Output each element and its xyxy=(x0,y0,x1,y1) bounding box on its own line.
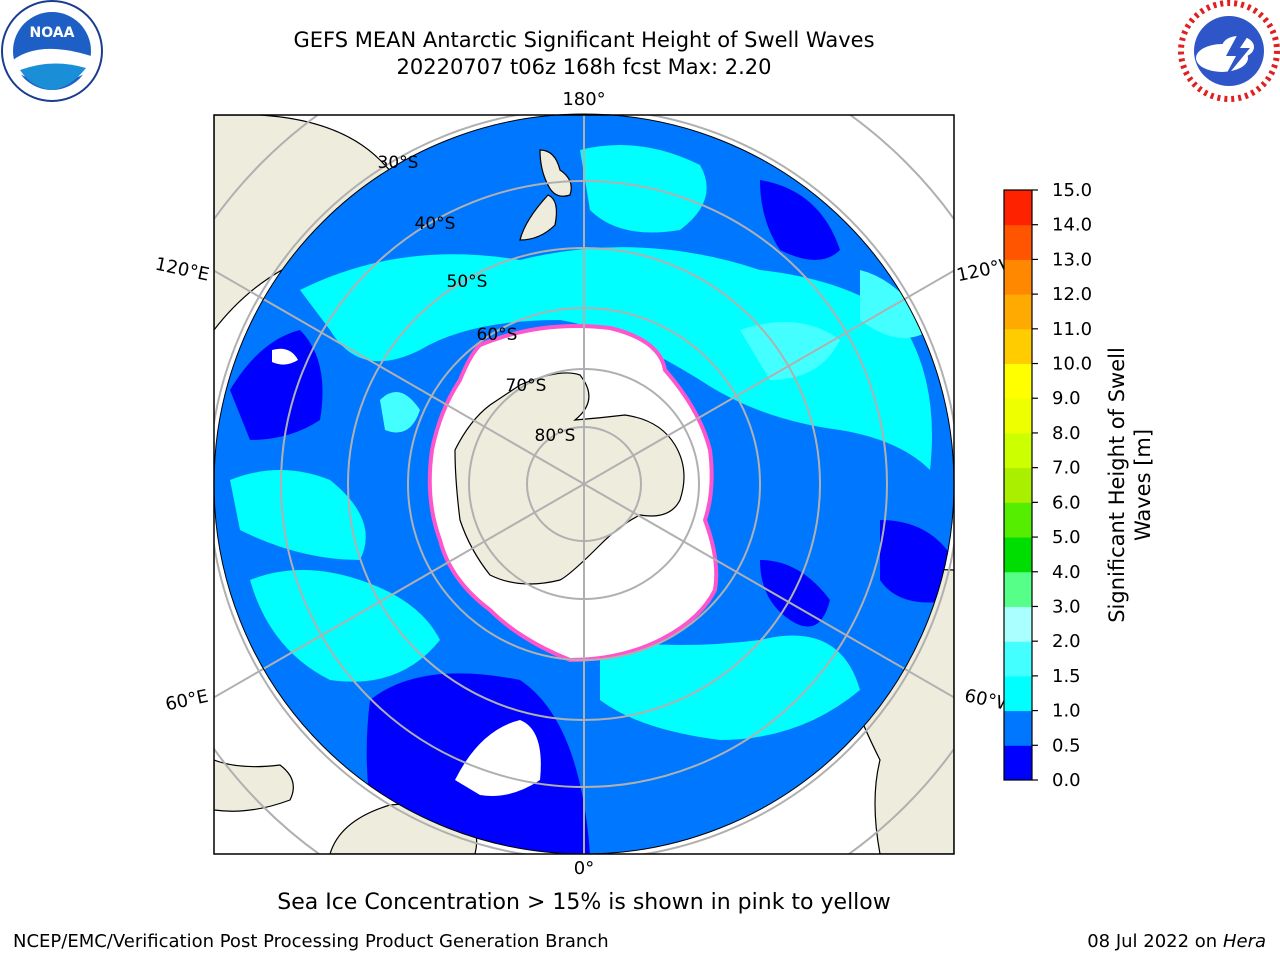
noaa-logo: NOAA xyxy=(1,0,103,102)
colorbar-tick-label: 9.0 xyxy=(1052,388,1081,409)
new-zealand-south xyxy=(519,194,558,241)
colorbar-segment xyxy=(1004,363,1032,399)
colorbar-segment xyxy=(1004,259,1032,295)
noaa-logo-text: NOAA xyxy=(30,25,75,41)
figure-title: GEFS MEAN Antarctic Significant Height o… xyxy=(293,28,875,52)
colorbar-segment xyxy=(1004,606,1032,642)
colorbar: 0.0 0.5 1.0 1.5 2.0 3.0 4.0 5.0 6.0 7.0 8.0 9.0 10.0… xyxy=(1003,180,1092,791)
colorbar-segment xyxy=(1004,398,1032,434)
colorbar-segment xyxy=(1004,328,1032,365)
footer-date-text: 08 Jul 2022 on xyxy=(1087,931,1223,952)
colorbar-tick-label: 3.0 xyxy=(1052,596,1081,617)
lon-label-0: 0° xyxy=(574,858,594,879)
colorbar-label-line1: Significant Height of Swell xyxy=(1105,347,1129,623)
colorbar-segment xyxy=(1004,571,1032,607)
colorbar-segment xyxy=(1004,745,1032,781)
map-frame xyxy=(213,114,955,855)
lat-label-40s: 40°S xyxy=(415,214,456,234)
colorbar-tick-label: 10.0 xyxy=(1052,354,1092,375)
colorbar-segment xyxy=(1004,537,1032,573)
colorbar-tick-label: 14.0 xyxy=(1052,215,1092,236)
colorbar-segment xyxy=(1004,467,1032,503)
graticule xyxy=(214,115,954,854)
colorbar-segment xyxy=(1004,224,1032,260)
figure-subtitle: 20220707 t06z 168h fcst Max: 2.20 xyxy=(396,55,772,79)
colorbar-segment xyxy=(1004,432,1032,469)
colorbar-label-line2: Waves [m] xyxy=(1131,429,1155,541)
colorbar-tick-label: 15.0 xyxy=(1052,180,1092,201)
colorbar-tick-label: 7.0 xyxy=(1052,458,1081,479)
colorbar-tick-label: 0.5 xyxy=(1052,735,1081,756)
nws-logo xyxy=(1178,0,1280,102)
footer-date: 08 Jul 2022 on Hera xyxy=(1087,931,1266,952)
lat-label-50s: 50°S xyxy=(447,272,488,292)
colorbar-tick-label: 6.0 xyxy=(1052,492,1081,513)
colorbar-tick-label: 13.0 xyxy=(1052,249,1092,270)
lon-label-120e: 120°E xyxy=(153,254,211,286)
footer-host: Hera xyxy=(1222,931,1266,952)
lon-label-180: 180° xyxy=(562,89,605,110)
colorbar-tick-label: 12.0 xyxy=(1052,284,1092,305)
lat-label-80s: 80°S xyxy=(535,426,576,446)
lat-label-30s: 30°S xyxy=(378,153,419,173)
colorbar-tick-label: 8.0 xyxy=(1052,423,1081,444)
swell-field xyxy=(214,115,954,854)
new-zealand-north xyxy=(539,149,572,197)
madagascar-land xyxy=(214,759,294,812)
sea-ice-caption: Sea Ice Concentration > 15% is shown in … xyxy=(277,890,891,915)
colorbar-tick-label: 5.0 xyxy=(1052,527,1081,548)
colorbar-segment xyxy=(1004,675,1032,712)
colorbar-segment xyxy=(1004,710,1032,746)
colorbar-tick-label: 1.5 xyxy=(1052,666,1081,687)
colorbar-frame xyxy=(1003,189,1033,781)
colorbar-tick-label: 2.0 xyxy=(1052,631,1081,652)
colorbar-tick-label: 0.0 xyxy=(1052,770,1081,791)
colorbar-segment xyxy=(1004,502,1032,538)
colorbar-segment xyxy=(1004,190,1032,226)
footer-branch: NCEP/EMC/Verification Post Processing Pr… xyxy=(13,931,609,952)
colorbar-tick-label: 11.0 xyxy=(1052,319,1092,340)
lat-label-70s: 70°S xyxy=(506,376,547,396)
colorbar-tick-label: 1.0 xyxy=(1052,701,1081,722)
lat-label-60s: 60°S xyxy=(477,325,518,345)
lon-label-60e: 60°E xyxy=(164,686,211,716)
colorbar-segment xyxy=(1004,294,1032,330)
colorbar-label: Significant Height of Swell Waves [m] xyxy=(1105,347,1155,623)
colorbar-tick-label: 4.0 xyxy=(1052,562,1081,583)
colorbar-segment xyxy=(1004,641,1032,677)
map-panel xyxy=(214,115,954,854)
